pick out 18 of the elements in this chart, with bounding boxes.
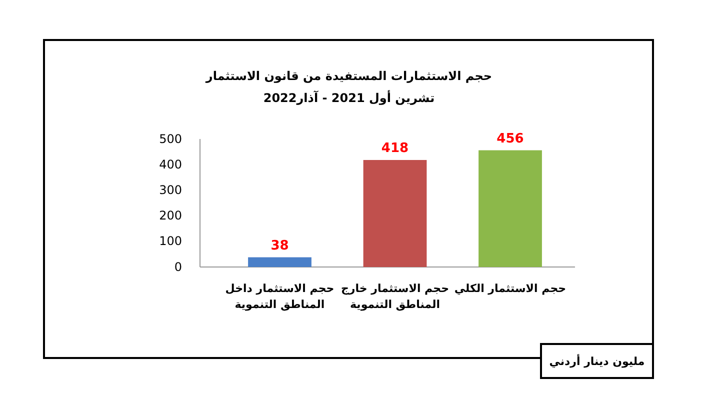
y-tick-label: 500 [159, 132, 182, 146]
y-tick-label: 300 [159, 183, 182, 198]
chart-title: حجم الاستثمارات المستفيدة من قانون الاستثمار [204, 69, 492, 83]
bar [248, 257, 312, 267]
bar [478, 150, 542, 267]
chart-subtitle: تشرين أول 2021 - آذار2022 [263, 90, 435, 105]
x-tick-label: حجم الاستثمار خارج المناطق التنموية [340, 282, 450, 311]
x-tick-label: حجم الاستثمار الكلي [454, 282, 566, 295]
text: مليون دينار أردني [549, 354, 645, 368]
y-tick-label: 200 [159, 208, 182, 223]
x-tick-label: حجم الاستثمار داخل المناطق التنموية [225, 282, 334, 311]
y-tick-label: 100 [159, 234, 182, 248]
y-tick-label: 0 [174, 260, 182, 274]
data-label: 418 [381, 140, 409, 156]
bar [363, 160, 427, 267]
y-tick-label: 400 [159, 157, 182, 172]
data-label: 456 [496, 131, 524, 146]
data-label: 38 [270, 238, 289, 254]
